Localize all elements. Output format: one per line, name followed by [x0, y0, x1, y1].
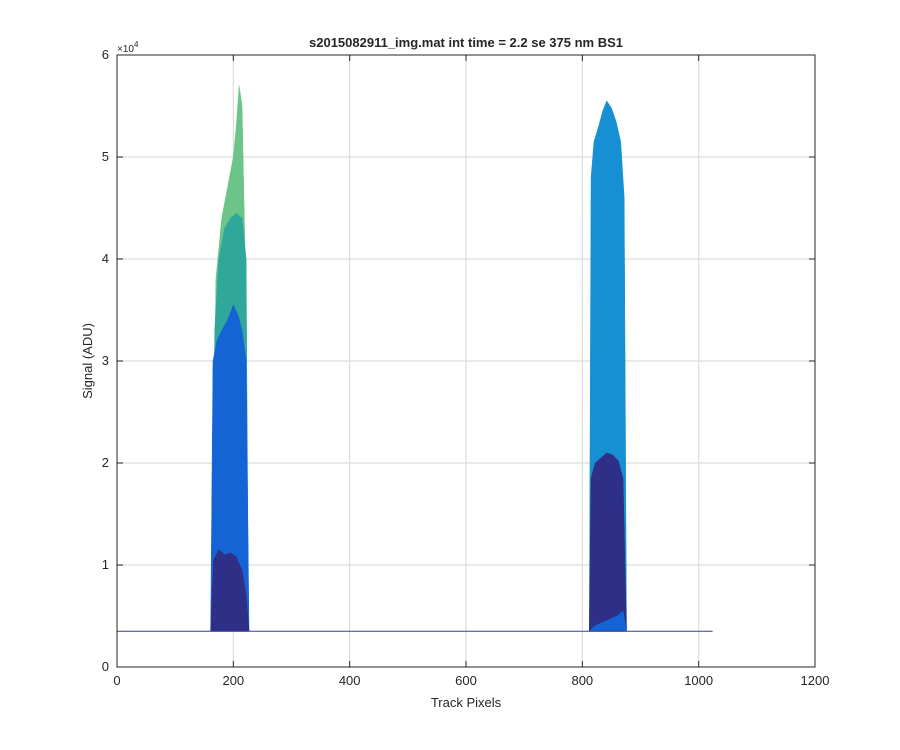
series-area-3	[210, 304, 250, 632]
y-tick-label: 3	[102, 353, 109, 368]
y-tick-label: 5	[102, 149, 109, 164]
series-area-4	[210, 549, 250, 632]
x-tick-label: 0	[113, 673, 120, 688]
series-area-6	[589, 452, 627, 632]
y-tick-label: 4	[102, 251, 109, 266]
x-tick-label: 400	[339, 673, 361, 688]
series-layer	[210, 85, 627, 632]
y-exponent-label: ×104	[117, 40, 139, 55]
x-axis-label: Track Pixels	[431, 695, 502, 710]
x-tick-label: 1000	[684, 673, 713, 688]
y-axis-label: Signal (ADU)	[80, 323, 95, 399]
axis-ticks: 0 200 400 600 800 1000 1200 0 1 2 3 4 5 6	[102, 47, 830, 688]
x-tick-label: 600	[455, 673, 477, 688]
y-tick-label: 0	[102, 659, 109, 674]
y-tick-label: 6	[102, 47, 109, 62]
y-exponent-base: ×10	[117, 44, 134, 55]
y-tick-label: 2	[102, 455, 109, 470]
x-tick-label: 800	[571, 673, 593, 688]
y-exponent-power: 4	[134, 40, 139, 49]
x-tick-label: 200	[222, 673, 244, 688]
y-tick-label: 1	[102, 557, 109, 572]
x-tick-label: 1200	[801, 673, 830, 688]
chart-title: s2015082911_img.mat int time = 2.2 se 37…	[309, 35, 623, 50]
